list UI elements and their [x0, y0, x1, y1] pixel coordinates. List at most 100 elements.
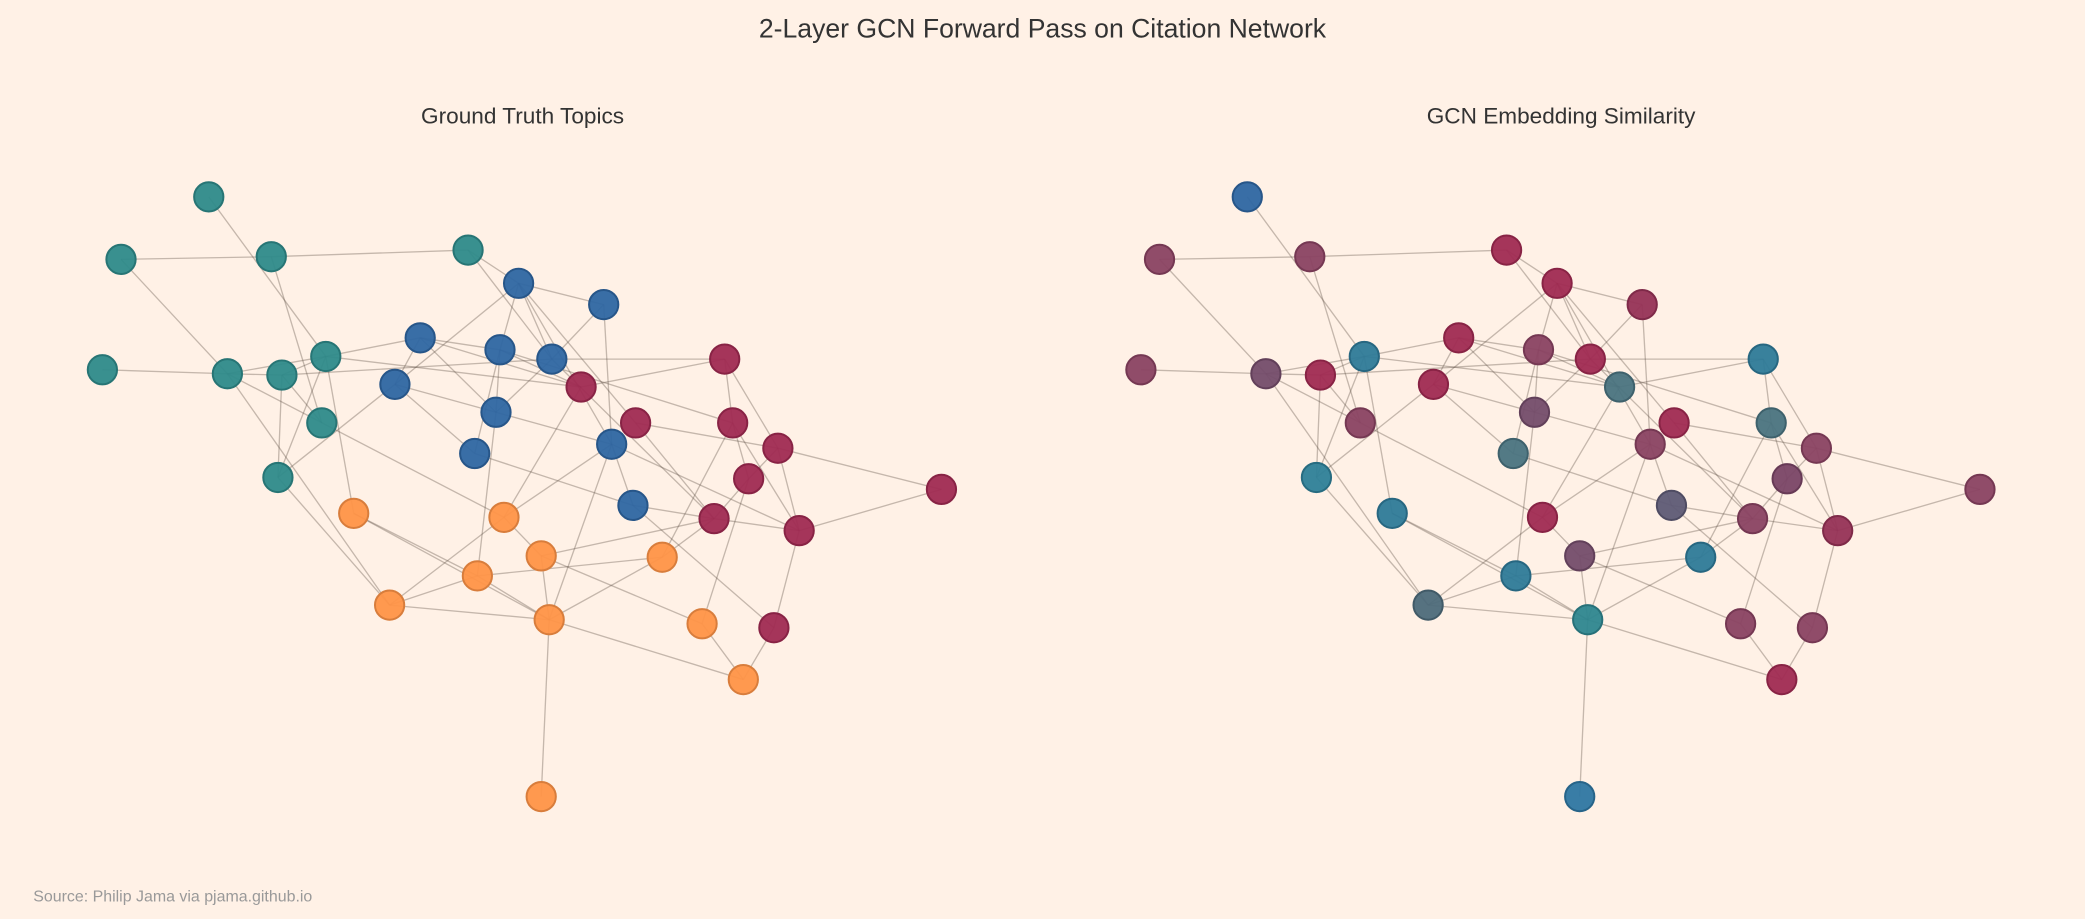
graph-node [488, 501, 520, 533]
graph-node [484, 334, 516, 366]
edge [724, 358, 779, 449]
graph-node [404, 322, 436, 354]
graph-node [1755, 407, 1787, 439]
edge [325, 355, 582, 388]
edge [1433, 282, 1558, 385]
edge [518, 282, 637, 424]
edge [798, 488, 942, 532]
graph-node [373, 589, 406, 621]
edge [1587, 443, 1651, 620]
graph-node [733, 463, 765, 495]
graph-node [525, 540, 557, 572]
edge [1700, 422, 1772, 558]
graph-node [379, 368, 411, 400]
edge [1556, 282, 1675, 424]
graph-node [338, 497, 370, 529]
edge [495, 411, 612, 445]
edge [389, 604, 550, 621]
graph-node [1490, 234, 1523, 266]
graph-node [86, 354, 119, 386]
graph-node [646, 541, 678, 573]
edge [394, 383, 497, 413]
edge [1739, 478, 1788, 624]
edge [1649, 443, 1838, 532]
edge [1428, 604, 1588, 621]
graph-node [727, 663, 759, 696]
edge [635, 422, 715, 520]
graph-node [266, 359, 298, 391]
graph-node [1747, 343, 1779, 375]
edge [1587, 619, 1783, 681]
graph-node [1603, 371, 1636, 403]
edge [1515, 412, 1536, 576]
edge [1391, 512, 1589, 621]
edge [325, 356, 355, 514]
graph-node [1541, 267, 1573, 299]
edge [1619, 358, 1764, 388]
edge [419, 337, 497, 413]
edge [277, 375, 283, 478]
graph-node [1800, 432, 1833, 464]
graph-node [1412, 589, 1444, 621]
graph-node [1574, 343, 1606, 375]
edge [635, 422, 779, 449]
edge [1315, 356, 1365, 478]
graph-node [1526, 501, 1559, 533]
graph-node [211, 358, 244, 390]
edge [1837, 488, 1981, 532]
graph-node [1724, 608, 1757, 640]
edge [353, 512, 478, 577]
graph-node [1736, 503, 1769, 535]
edge [1316, 383, 1434, 478]
graph-node [480, 396, 512, 428]
graph-node [1443, 322, 1475, 354]
edge [120, 256, 272, 261]
edge [1811, 530, 1839, 628]
graph-node [1250, 358, 1282, 390]
edge [1506, 249, 1591, 360]
edge [1762, 358, 1817, 449]
edge [1364, 337, 1459, 358]
gcn-embedding-graph [1125, 181, 1996, 813]
graph-node [596, 428, 628, 460]
edge [548, 556, 663, 621]
edge [777, 447, 942, 491]
graph-node [619, 407, 652, 439]
graph-node [1564, 780, 1596, 813]
edge [1391, 512, 1517, 577]
ground-truth-graph [86, 181, 958, 813]
graph-node [306, 407, 338, 439]
edge [1587, 556, 1702, 621]
edge [1541, 386, 1621, 518]
edge [1515, 556, 1701, 577]
source-note: Source: Philip Jama via pjama.github.io [33, 889, 312, 906]
edge [277, 477, 391, 606]
edge [1770, 422, 1839, 531]
panel-title-ground-truth: Ground Truth Topics [421, 104, 624, 129]
graph-node [1658, 407, 1690, 439]
graph-node [762, 432, 794, 464]
graph-node [1497, 437, 1529, 470]
edge [1309, 249, 1507, 258]
edge [1579, 619, 1589, 797]
edge [1265, 373, 1543, 518]
graph-node [1796, 612, 1829, 644]
graph-node [105, 243, 137, 276]
edge [1458, 337, 1535, 413]
edge [353, 512, 550, 621]
edge [541, 518, 715, 557]
edge [1433, 383, 1514, 455]
graph-node [1771, 463, 1803, 495]
graph-node [262, 461, 294, 494]
edge [120, 258, 228, 375]
graph-node [1304, 359, 1337, 391]
edge [1534, 411, 1651, 445]
edge [611, 443, 800, 532]
graph-node [1125, 354, 1157, 386]
graph-node [1766, 663, 1798, 696]
graph-node [1348, 340, 1380, 373]
graph-node [1376, 497, 1408, 529]
graph-node [1294, 241, 1326, 273]
edge [477, 556, 663, 577]
